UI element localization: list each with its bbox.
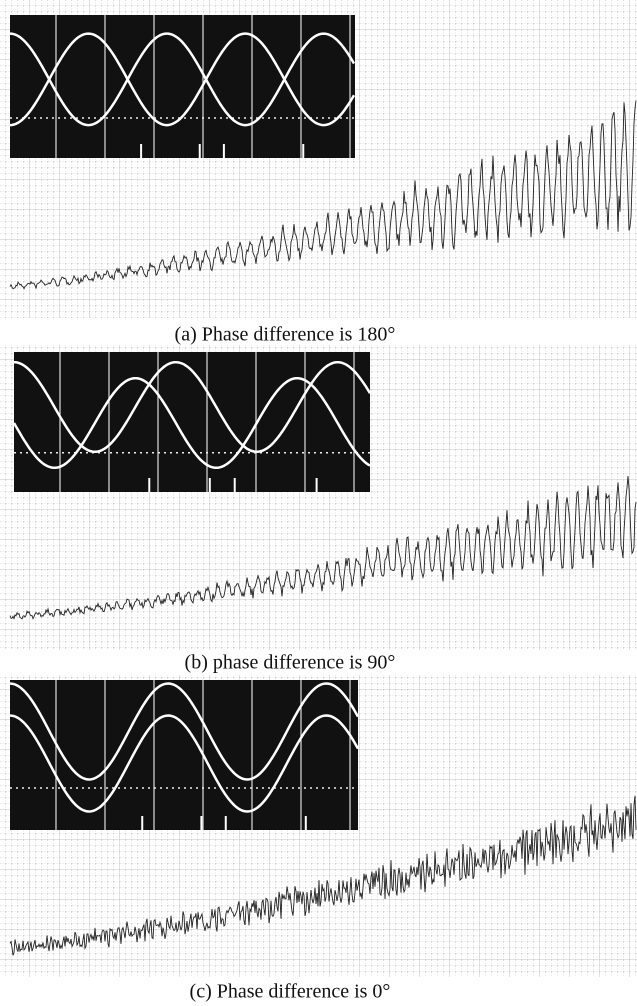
scope-screen [14,352,370,492]
scope-wave [9,32,356,127]
caption: (b) phase difference is 90° [185,652,396,674]
scope-screen [10,680,358,830]
scope-screen [10,15,355,158]
recorder-trace [9,476,637,620]
caption: (a) Phase difference is 180° [175,324,396,346]
recorder-trace [9,100,637,290]
scope-wave [9,714,360,813]
caption: (c) Phase difference is 0° [190,981,391,1003]
recorder-trace [9,795,637,956]
scope-wave [9,682,360,781]
scope-wave [12,376,371,470]
scope-wave [9,32,356,127]
